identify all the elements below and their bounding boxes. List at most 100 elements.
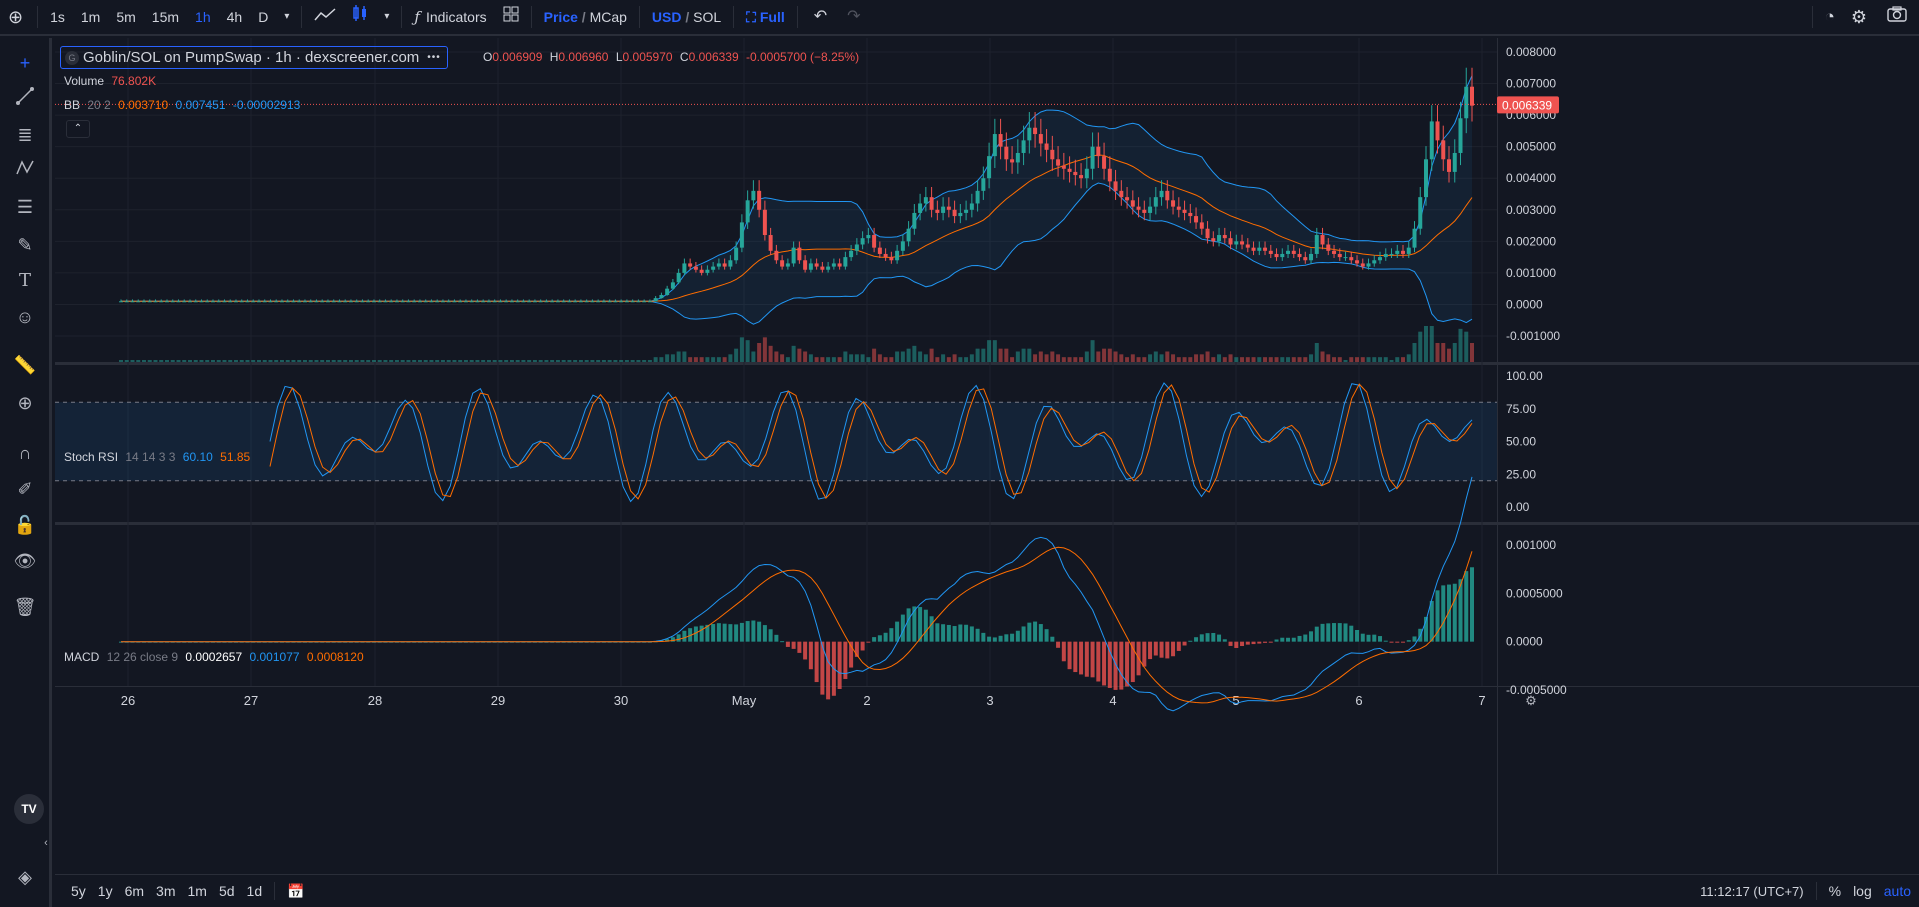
- timeframe-1m[interactable]: 1m: [80, 9, 101, 25]
- zoom-in-icon[interactable]: ⊕: [17, 393, 33, 413]
- magnet-icon[interactable]: ∩: [18, 443, 32, 463]
- timeframe-5m[interactable]: 5m: [116, 9, 136, 25]
- line-chart-icon[interactable]: [306, 0, 344, 35]
- volume-bar: [492, 360, 497, 362]
- macd-legend[interactable]: MACD 12 26 close 9 0.0002657 0.001077 0.…: [64, 650, 368, 664]
- camera-icon[interactable]: [1875, 0, 1919, 35]
- candle-body: [1412, 228, 1417, 248]
- usd-sol-toggle[interactable]: USD / SOL: [644, 0, 729, 35]
- sol-option[interactable]: SOL: [693, 9, 722, 25]
- candles-icon[interactable]: [344, 0, 376, 35]
- macd-histogram-bar: [1389, 641, 1394, 643]
- redo-icon[interactable]: ↷: [847, 8, 861, 25]
- volume-bar: [1125, 357, 1130, 362]
- prediction-icon[interactable]: ☰: [16, 197, 34, 217]
- percent-toggle[interactable]: %: [1828, 883, 1842, 899]
- stoch-legend[interactable]: Stoch RSI 14 14 3 3 60.10 51.85: [64, 450, 254, 464]
- candle-body: [383, 301, 388, 303]
- volume-bar: [1148, 354, 1153, 362]
- range-1d[interactable]: 1d: [246, 883, 263, 899]
- eye-icon[interactable]: 👁: [13, 551, 37, 571]
- range-1y[interactable]: 1y: [97, 883, 113, 899]
- replay-icon[interactable]: ◔: [1824, 7, 1835, 26]
- usd-option[interactable]: USD: [651, 9, 682, 25]
- volume-bar: [768, 345, 773, 362]
- timeframe-4h[interactable]: 4h: [226, 9, 243, 25]
- volume-bar: [417, 360, 422, 362]
- range-5d[interactable]: 5d: [218, 883, 235, 899]
- volume-legend[interactable]: Volume 76.802K: [64, 74, 160, 88]
- candle-body: [222, 301, 227, 303]
- timeframe-1s[interactable]: 1s: [50, 9, 65, 25]
- stay-drawing-icon[interactable]: ✐: [17, 479, 33, 499]
- mcap-option[interactable]: MCap: [589, 9, 627, 25]
- fullscreen-button[interactable]: ⛶ Full: [738, 0, 793, 35]
- log-toggle[interactable]: log: [1853, 883, 1872, 899]
- volume-bar: [1211, 357, 1216, 362]
- templates-icon[interactable]: [495, 0, 527, 35]
- candle-body: [532, 301, 537, 303]
- settings-gear-icon[interactable]: ⚙: [1850, 7, 1867, 27]
- volume-bar: [923, 354, 928, 362]
- clock[interactable]: 11:12:17 (UTC+7): [1700, 883, 1804, 899]
- brush-icon[interactable]: ✎: [17, 235, 33, 255]
- macd-histogram-bar: [1113, 641, 1118, 690]
- volume-bar: [1372, 357, 1377, 362]
- chevron-down-icon[interactable]: ▾: [284, 11, 290, 22]
- price-mcap-toggle[interactable]: Price / MCap: [536, 0, 635, 35]
- volume-bar: [222, 360, 227, 362]
- lock-icon[interactable]: 🔓: [13, 515, 37, 535]
- volume-bar: [406, 360, 411, 362]
- more-dots-icon[interactable]: •••: [427, 52, 441, 63]
- fib-lines-icon[interactable]: ≣: [17, 125, 33, 145]
- collapse-chevron-icon[interactable]: ‹: [44, 837, 48, 849]
- crosshair-icon[interactable]: +: [19, 53, 31, 73]
- candle-body: [182, 301, 187, 303]
- volume-bar: [1303, 357, 1308, 362]
- volume-bar: [1355, 357, 1360, 362]
- candle-body: [417, 301, 422, 303]
- indicators-button[interactable]: ƒ Indicators: [406, 0, 494, 35]
- timeframe-d[interactable]: D: [258, 9, 269, 25]
- range-1m[interactable]: 1m: [187, 883, 207, 899]
- collapse-legend-button[interactable]: ⌃: [66, 120, 90, 138]
- auto-toggle[interactable]: auto: [1883, 883, 1911, 899]
- range-3m[interactable]: 3m: [156, 883, 176, 899]
- bb-legend[interactable]: BB 20 2 0.003710 0.007451 -0.00002913: [64, 98, 304, 112]
- emoji-icon[interactable]: ☺: [15, 307, 35, 327]
- candle-body: [1073, 171, 1078, 176]
- macd-histogram-bar: [969, 626, 974, 642]
- goto-date-icon[interactable]: 📅: [287, 882, 305, 899]
- candle-body: [573, 301, 578, 303]
- candle-body: [734, 247, 739, 261]
- trend-line-icon[interactable]: [12, 86, 38, 112]
- macd-histogram-bar: [1280, 637, 1285, 642]
- bb-label: BB: [64, 98, 81, 112]
- symbol-title-box[interactable]: G Goblin/SOL on PumpSwap · 1h · dexscree…: [60, 46, 448, 69]
- pattern-icon[interactable]: [12, 158, 38, 184]
- chevron-down-icon[interactable]: ▾: [384, 11, 390, 22]
- text-icon[interactable]: T: [18, 270, 31, 291]
- candle-body: [785, 263, 790, 267]
- chart-svg[interactable]: 26 27 28 29 30 May 2 3 4 5 6 70.0080000.0070000.006…: [55, 38, 1919, 874]
- chart-area[interactable]: 26 27 28 29 30 May 2 3 4 5 6 7 0.008000 0.007000 0.006…: [55, 38, 1919, 874]
- candle-body: [584, 301, 589, 303]
- trash-icon[interactable]: 🗑: [13, 597, 37, 617]
- range-6m[interactable]: 6m: [124, 883, 145, 899]
- volume-bar: [745, 340, 750, 362]
- undo-icon[interactable]: ↶: [813, 8, 828, 25]
- macd-histogram-bar: [1194, 637, 1199, 642]
- candle-body: [268, 301, 273, 303]
- macd-hist: 0.0002657: [185, 650, 243, 664]
- time-tick-label: 27: [244, 693, 258, 708]
- add-symbol-icon[interactable]: ⊕: [8, 7, 24, 27]
- ruler-icon[interactable]: 📏: [13, 355, 37, 375]
- timeframe-15m[interactable]: 15m: [151, 9, 180, 25]
- layers-icon[interactable]: ◈: [18, 867, 32, 887]
- price-option[interactable]: Price: [543, 9, 578, 25]
- range-5y[interactable]: 5y: [71, 883, 86, 899]
- timeframe-1h[interactable]: 1h: [195, 9, 211, 25]
- candle-body: [682, 263, 687, 273]
- ohlc-legend: O0.006909 H0.006960 L0.005970 C0.006339 …: [483, 50, 863, 64]
- candle-body: [837, 263, 842, 267]
